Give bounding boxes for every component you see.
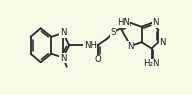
Text: N: N (152, 18, 159, 27)
Text: N: N (60, 28, 66, 37)
Text: O: O (94, 55, 101, 64)
Text: HN: HN (117, 18, 130, 27)
Text: H₂N: H₂N (143, 59, 160, 68)
Text: S: S (110, 28, 116, 37)
Text: N: N (60, 54, 66, 63)
Text: NH: NH (84, 41, 97, 50)
Text: N: N (127, 42, 134, 51)
Text: N: N (159, 38, 166, 47)
